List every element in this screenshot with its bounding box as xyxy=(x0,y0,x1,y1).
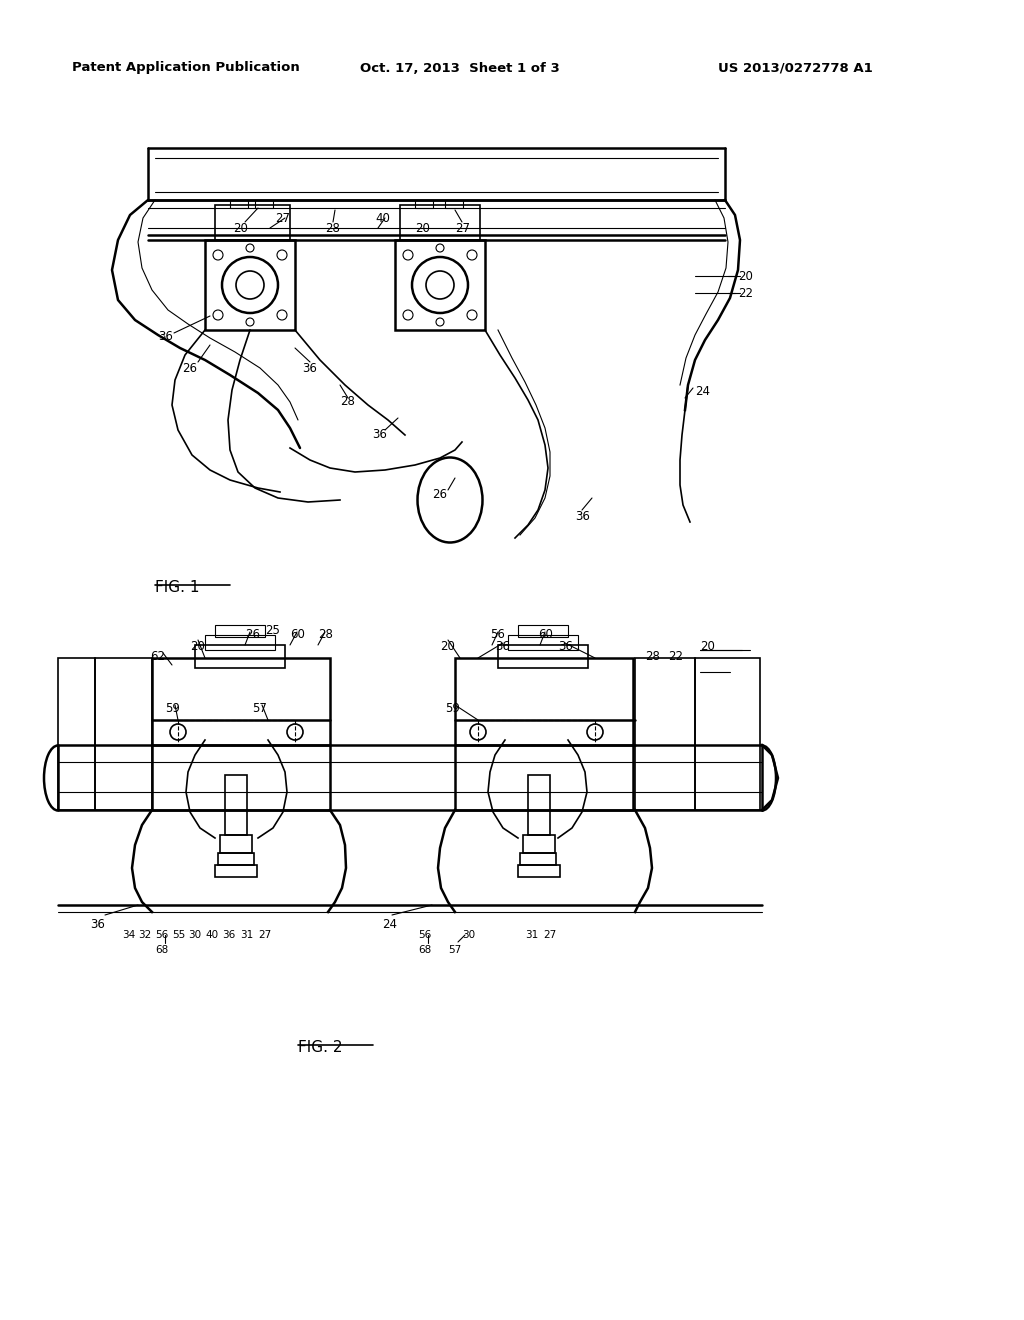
Text: 68: 68 xyxy=(418,945,431,954)
Bar xyxy=(445,201,463,209)
Bar xyxy=(635,657,695,810)
Bar xyxy=(400,205,480,240)
Bar xyxy=(508,635,578,649)
Text: 27: 27 xyxy=(258,931,271,940)
Text: 20: 20 xyxy=(190,640,205,653)
Text: 56: 56 xyxy=(490,628,505,642)
Text: 36: 36 xyxy=(302,362,316,375)
Text: 27: 27 xyxy=(543,931,556,940)
Text: 59: 59 xyxy=(445,702,460,715)
Text: 36: 36 xyxy=(495,640,510,653)
Bar xyxy=(215,205,290,240)
Text: 24: 24 xyxy=(695,385,710,399)
Text: 60: 60 xyxy=(290,628,305,642)
Text: 57: 57 xyxy=(449,945,461,954)
Text: 22: 22 xyxy=(738,286,753,300)
Bar xyxy=(215,624,265,638)
Text: FIG. 2: FIG. 2 xyxy=(298,1040,342,1055)
Bar xyxy=(220,836,252,853)
Text: 28: 28 xyxy=(645,649,659,663)
Text: 36: 36 xyxy=(372,428,387,441)
Text: 36: 36 xyxy=(90,917,104,931)
Text: 20: 20 xyxy=(440,640,455,653)
Text: 20: 20 xyxy=(233,222,248,235)
Bar xyxy=(215,865,257,876)
Bar xyxy=(225,775,247,836)
Text: 31: 31 xyxy=(525,931,539,940)
Text: 20: 20 xyxy=(700,640,715,653)
Text: 62: 62 xyxy=(150,649,165,663)
Bar xyxy=(58,657,95,810)
Text: 30: 30 xyxy=(462,931,475,940)
Text: 60: 60 xyxy=(538,628,553,642)
Bar xyxy=(523,836,555,853)
Text: 68: 68 xyxy=(155,945,168,954)
Bar xyxy=(152,657,330,810)
Text: 34: 34 xyxy=(122,931,135,940)
Text: Patent Application Publication: Patent Application Publication xyxy=(72,62,300,74)
Text: 40: 40 xyxy=(205,931,218,940)
Bar xyxy=(395,240,485,330)
Bar xyxy=(518,865,560,876)
Text: 36: 36 xyxy=(222,931,236,940)
Text: 27: 27 xyxy=(455,222,470,235)
Bar xyxy=(518,624,568,638)
Bar xyxy=(528,775,550,836)
Text: 55: 55 xyxy=(172,931,185,940)
Text: 56: 56 xyxy=(418,931,431,940)
Text: 59: 59 xyxy=(165,702,180,715)
Text: 57: 57 xyxy=(252,702,267,715)
Bar xyxy=(195,645,285,668)
Text: 24: 24 xyxy=(382,917,397,931)
Bar xyxy=(230,201,248,209)
Text: 26: 26 xyxy=(182,362,197,375)
Text: 28: 28 xyxy=(340,395,355,408)
Bar xyxy=(95,657,152,810)
Text: 36: 36 xyxy=(158,330,173,343)
Text: 31: 31 xyxy=(240,931,253,940)
Text: 25: 25 xyxy=(265,624,280,638)
Bar xyxy=(205,635,275,649)
Bar xyxy=(205,240,295,330)
Text: 28: 28 xyxy=(318,628,333,642)
Text: 56: 56 xyxy=(155,931,168,940)
Bar xyxy=(498,645,588,668)
Bar xyxy=(520,853,556,865)
Text: 26: 26 xyxy=(245,628,260,642)
Bar xyxy=(415,201,433,209)
Text: 32: 32 xyxy=(138,931,152,940)
Text: 22: 22 xyxy=(668,649,683,663)
Text: 40: 40 xyxy=(375,213,390,224)
Text: 36: 36 xyxy=(558,640,572,653)
Bar xyxy=(455,657,633,810)
Text: 30: 30 xyxy=(188,931,201,940)
Text: 26: 26 xyxy=(432,488,447,502)
Text: 20: 20 xyxy=(738,271,753,282)
Bar xyxy=(255,201,273,209)
Text: FIG. 1: FIG. 1 xyxy=(155,579,200,595)
Bar xyxy=(218,853,254,865)
Text: 20: 20 xyxy=(415,222,430,235)
Text: Oct. 17, 2013  Sheet 1 of 3: Oct. 17, 2013 Sheet 1 of 3 xyxy=(360,62,560,74)
Text: 36: 36 xyxy=(575,510,590,523)
Text: US 2013/0272778 A1: US 2013/0272778 A1 xyxy=(718,62,872,74)
Text: 27: 27 xyxy=(275,213,290,224)
Text: 28: 28 xyxy=(325,222,340,235)
Bar xyxy=(695,657,760,810)
